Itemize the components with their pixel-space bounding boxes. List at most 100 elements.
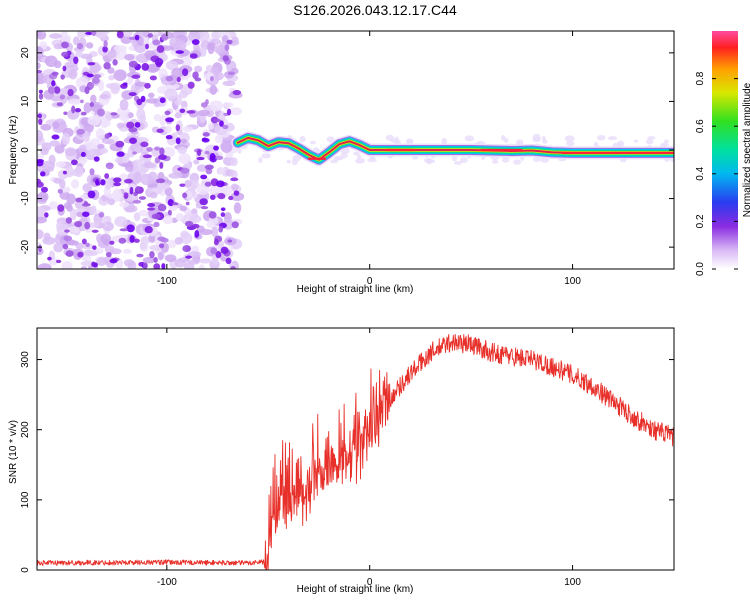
noise-blob — [133, 42, 147, 54]
noise-blob — [37, 206, 46, 218]
noise-blob — [233, 190, 240, 196]
noise-blob — [209, 100, 224, 112]
noise-blob — [222, 124, 229, 130]
noise-blob — [73, 56, 79, 65]
noise-blob — [100, 147, 109, 154]
noise-blob — [144, 82, 151, 89]
noise-blob — [60, 34, 72, 43]
noise-blob — [132, 159, 144, 168]
noise-blob — [47, 86, 55, 94]
noise-blob — [156, 45, 165, 53]
noise-blob — [129, 186, 134, 195]
noise-blob — [230, 157, 238, 167]
noise-blob — [261, 153, 271, 159]
noise-blob — [541, 136, 546, 141]
colorbar-gradient — [712, 31, 738, 269]
noise-blob — [87, 190, 96, 199]
noise-blob — [59, 94, 66, 100]
noise-blob — [87, 82, 95, 89]
noise-blob — [180, 167, 190, 174]
noise-blob — [220, 140, 233, 153]
noise-blob — [49, 33, 63, 39]
colorbar-tick-label: 0.6 — [695, 119, 706, 133]
noise-blob — [148, 229, 153, 234]
noise-blob — [44, 212, 49, 218]
noise-blob — [453, 160, 463, 165]
noise-blob — [217, 31, 226, 36]
noise-blob — [204, 150, 210, 155]
noise-blob — [237, 148, 242, 154]
noise-blob — [513, 159, 522, 165]
noise-blob — [194, 65, 203, 73]
noise-blob — [119, 201, 130, 208]
noise-blob — [182, 192, 188, 199]
noise-blob — [85, 242, 90, 248]
noise-blob — [152, 39, 161, 46]
noise-blob — [64, 147, 77, 157]
noise-blob — [175, 50, 184, 54]
noise-blob — [185, 190, 193, 201]
noise-blob — [174, 40, 187, 52]
y-tick-label: 0 — [20, 567, 31, 573]
noise-blob — [299, 136, 306, 143]
noise-blob — [75, 76, 89, 89]
noise-blob — [188, 259, 200, 265]
noise-blob — [209, 194, 216, 200]
noise-blob — [191, 208, 198, 214]
noise-blob — [116, 151, 125, 157]
noise-blob — [47, 256, 52, 261]
noise-blob — [220, 212, 226, 217]
noise-blob — [162, 146, 176, 158]
noise-blob — [145, 43, 149, 50]
noise-blob — [40, 186, 48, 193]
noise-blob — [92, 245, 97, 250]
noise-blob — [51, 80, 56, 87]
noise-blob — [41, 142, 52, 152]
noise-blob — [89, 222, 100, 228]
noise-blob — [230, 177, 239, 182]
noise-blob — [149, 250, 155, 259]
noise-blob — [175, 137, 181, 145]
noise-blob — [159, 162, 164, 169]
noise-blob — [198, 264, 205, 269]
noise-blob — [84, 221, 91, 230]
noise-blob — [309, 140, 317, 145]
noise-blob — [340, 152, 348, 159]
noise-blob — [62, 170, 67, 175]
noise-blob — [69, 208, 77, 221]
noise-blob — [210, 76, 214, 82]
noise-blob — [83, 102, 92, 114]
noise-blob — [53, 242, 64, 253]
noise-blob — [80, 99, 84, 104]
noise-blob — [411, 156, 419, 160]
noise-blob — [164, 88, 178, 100]
noise-blob — [131, 74, 141, 79]
noise-blob — [194, 230, 200, 238]
noise-blob — [230, 183, 239, 191]
noise-blob — [128, 92, 137, 97]
noise-blob — [55, 161, 66, 168]
noise-blob — [200, 174, 208, 180]
noise-blob — [82, 211, 90, 217]
noise-blob — [95, 128, 105, 140]
noise-blob — [441, 137, 448, 145]
noise-blob — [165, 125, 173, 133]
noise-blob — [153, 221, 160, 228]
noise-blob — [165, 135, 173, 140]
noise-blob — [41, 160, 55, 171]
noise-blob — [75, 50, 83, 58]
noise-blob — [218, 225, 223, 233]
x-tick-label: 100 — [564, 276, 581, 287]
noise-blob — [82, 130, 90, 142]
snr-panel: -100 0 100 0 100 200 300 Height of straight l… — [8, 327, 675, 595]
noise-blob — [66, 193, 76, 205]
noise-blob — [164, 187, 173, 197]
noise-blob — [37, 158, 45, 163]
noise-blob — [37, 229, 44, 240]
noise-blob — [141, 63, 150, 71]
noise-blob — [160, 237, 169, 243]
noise-blob — [91, 229, 99, 233]
noise-blob — [204, 181, 212, 187]
y-tick-label: 20 — [20, 47, 31, 59]
noise-blob — [60, 74, 65, 80]
